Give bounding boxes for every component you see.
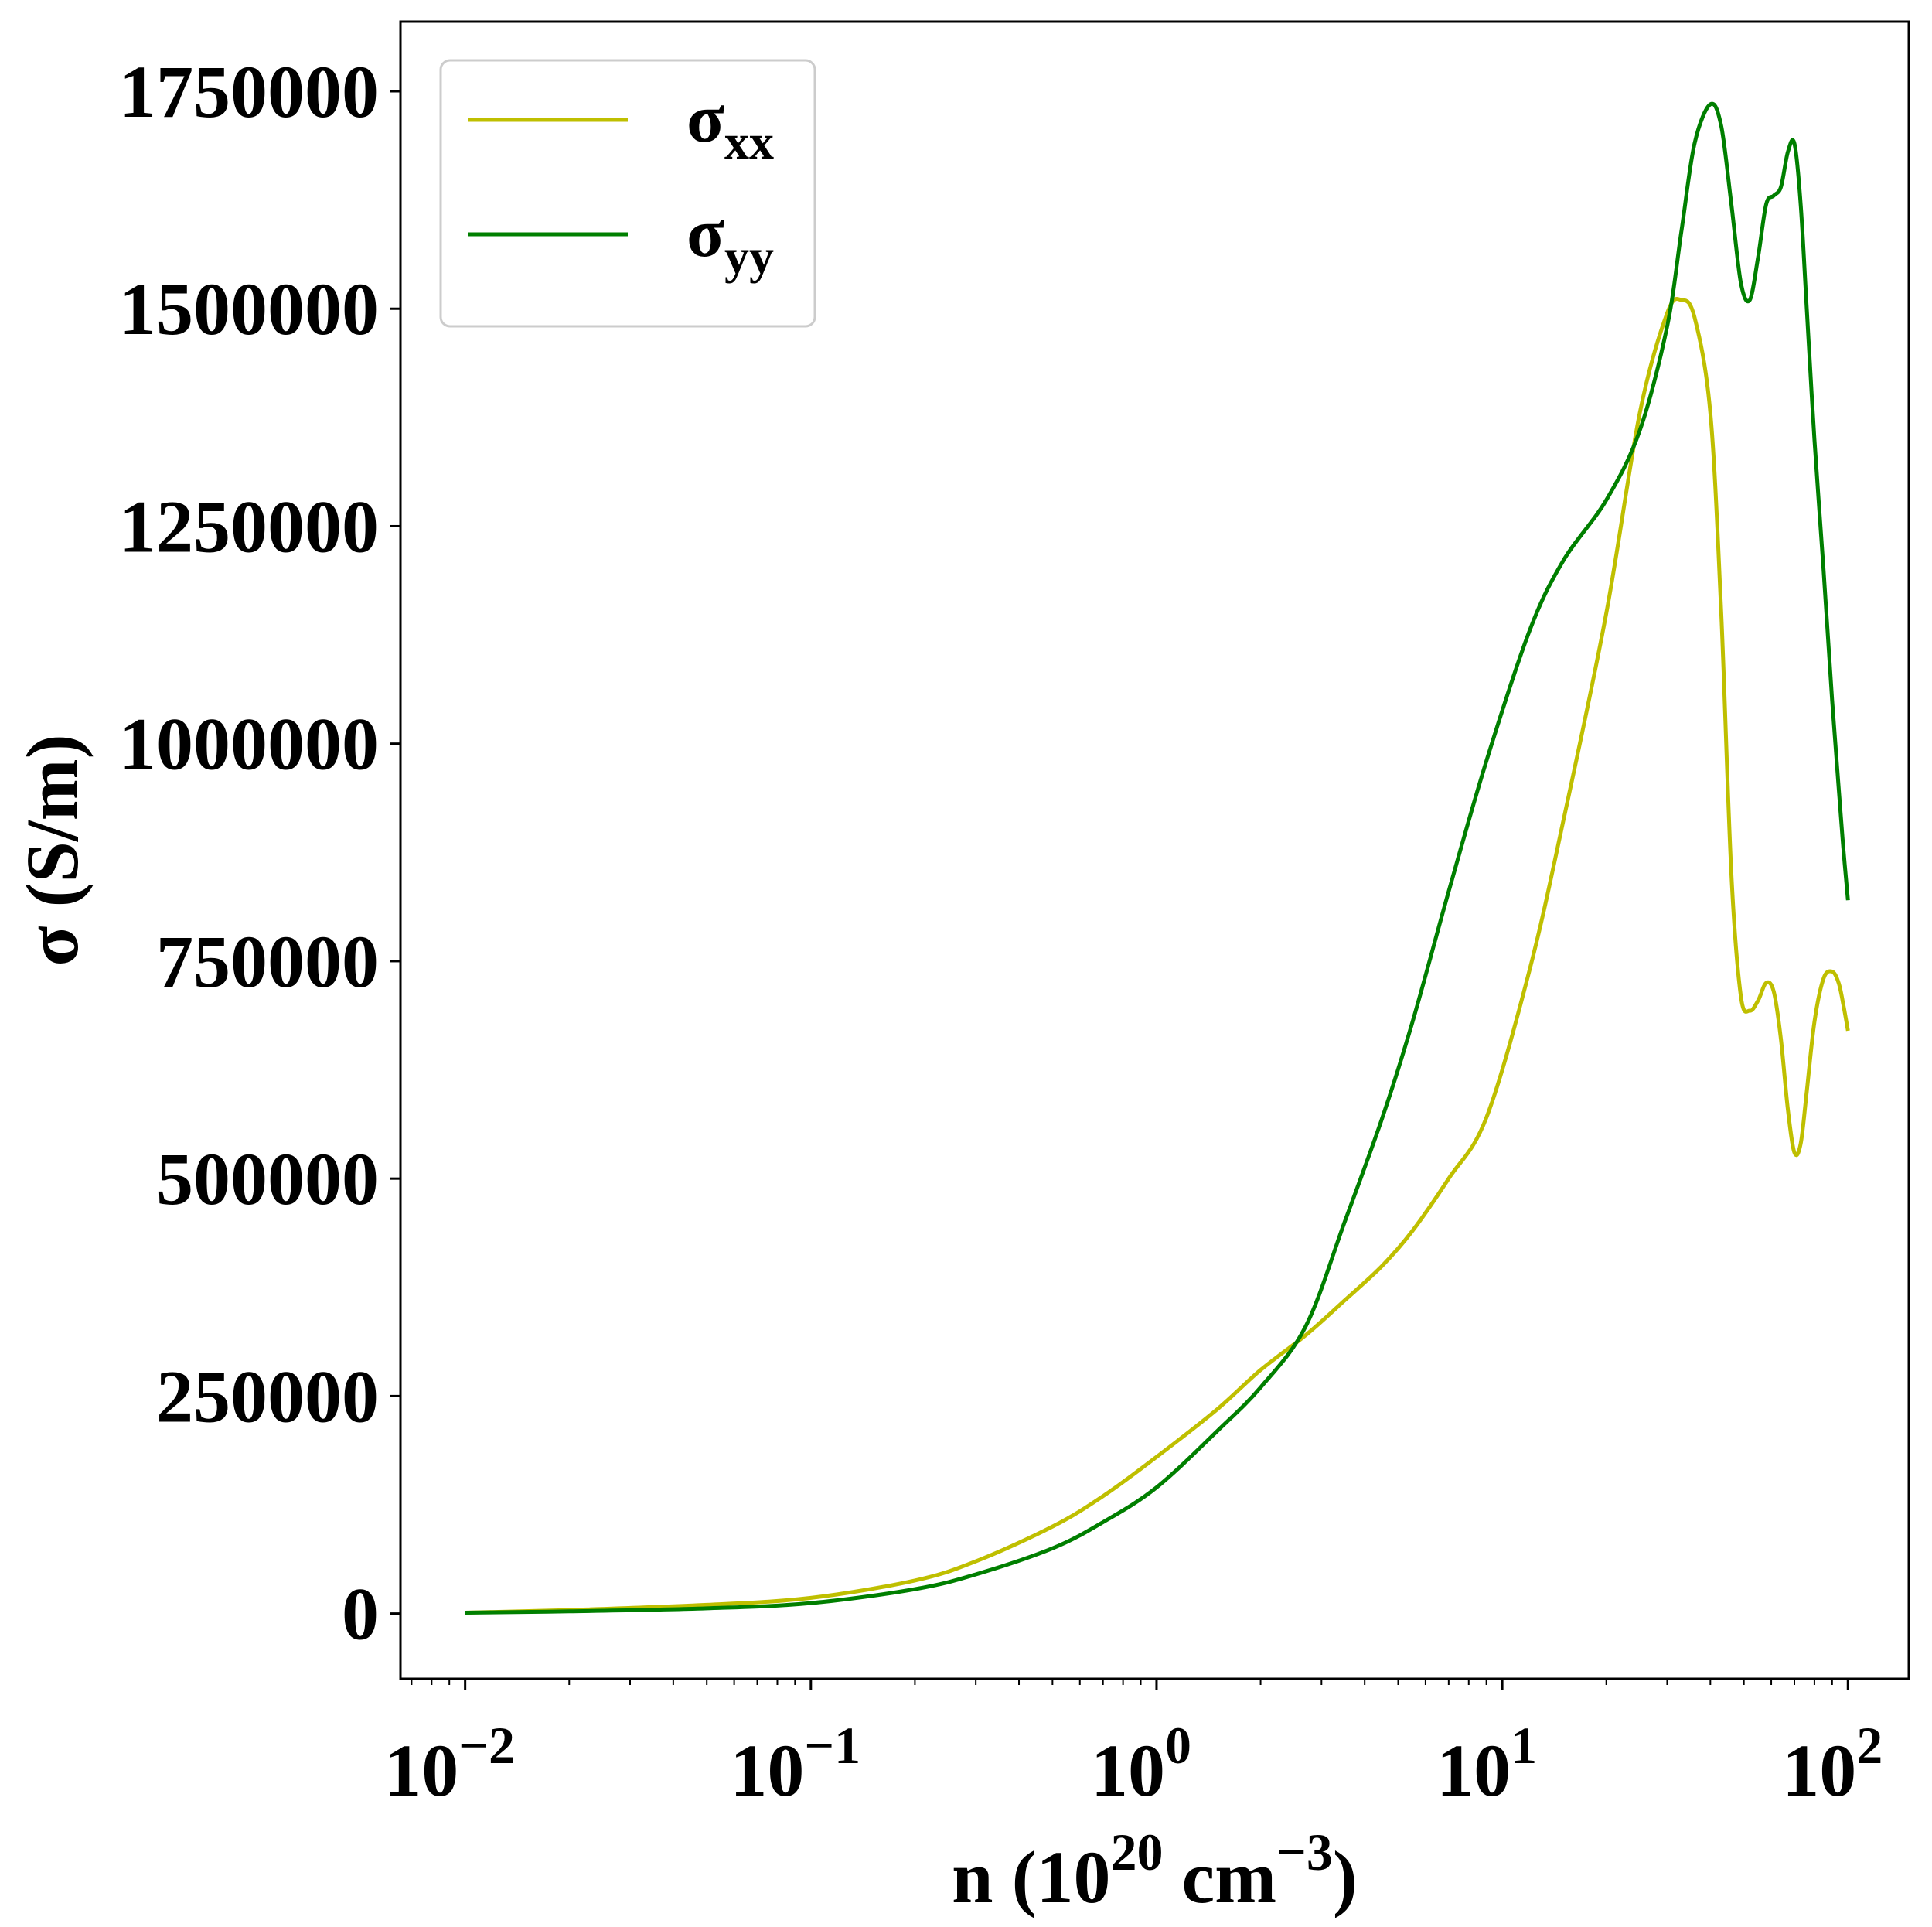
- x-tick-label: 10−2: [384, 1716, 515, 1812]
- y-tick-label: 250000: [156, 1355, 379, 1438]
- plot-area: [465, 101, 1850, 1615]
- x-tick-label-base: 10: [730, 1729, 804, 1812]
- legend-label-subscript: yy: [724, 229, 774, 284]
- legend-box: [439, 59, 816, 328]
- legend-label-symbol: σ: [687, 80, 724, 157]
- legend-label-yy: σyy: [687, 195, 774, 284]
- series-line-yy: [465, 101, 1850, 1615]
- x-tick-label-base: 10: [384, 1729, 458, 1812]
- legend-label-subscript: xx: [724, 114, 774, 169]
- x-tick-label-exponent: −1: [804, 1716, 860, 1775]
- x-tick-label: 100: [1091, 1716, 1191, 1812]
- y-tick-label: 750000: [156, 920, 379, 1003]
- x-tick-label-exponent: 2: [1856, 1716, 1883, 1775]
- y-tick-label: 1250000: [119, 485, 379, 568]
- legend-label-xx: σxx: [687, 80, 774, 169]
- plot-frame: [399, 20, 1910, 1680]
- x-axis: 10−2 10−1 100 101 102: [384, 1679, 1883, 1812]
- legend-label-symbol: σ: [687, 195, 724, 271]
- x-tick-label-base: 10: [1436, 1729, 1511, 1812]
- x-axis-label: n (1020 cm−3): [952, 1823, 1358, 1918]
- y-axis-label: σ (S/m): [11, 734, 94, 966]
- y-tick-label: 1500000: [119, 268, 379, 350]
- y-axis: 0 250000 500000 750000 1000000 1250000 1500000…: [119, 50, 400, 1656]
- x-tick-label: 10−1: [730, 1716, 860, 1812]
- series-line-xx: [465, 297, 1850, 1615]
- y-tick-label: 0: [342, 1573, 379, 1656]
- y-tick-label: 1750000: [119, 50, 379, 133]
- x-tick-label-exponent: −2: [458, 1716, 515, 1775]
- x-tick-label-base: 10: [1091, 1729, 1165, 1812]
- x-tick-label-exponent: 0: [1165, 1716, 1191, 1775]
- x-tick-label: 102: [1782, 1716, 1883, 1812]
- x-tick-label-base: 10: [1782, 1729, 1856, 1812]
- y-tick-label: 1000000: [119, 703, 379, 786]
- x-tick-label: 101: [1436, 1716, 1537, 1812]
- y-tick-label: 500000: [156, 1137, 379, 1220]
- x-tick-label-exponent: 1: [1511, 1716, 1537, 1775]
